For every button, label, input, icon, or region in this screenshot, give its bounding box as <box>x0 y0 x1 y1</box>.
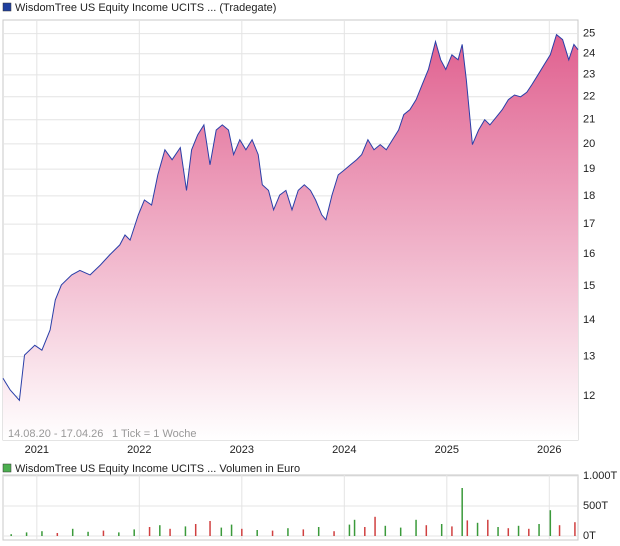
volume-bar <box>353 519 356 536</box>
volume-bar <box>364 527 366 536</box>
volume-bar <box>440 524 443 536</box>
volume-bar <box>87 531 89 536</box>
volume-bar <box>41 531 43 536</box>
y-tick-label: 500T <box>583 500 608 512</box>
volume-bar <box>25 532 28 536</box>
x-tick-label: 2022 <box>127 444 151 456</box>
volume-bar <box>220 527 223 536</box>
y-tick-label: 12 <box>583 390 595 402</box>
volume-frame <box>2 474 579 541</box>
y-tick-label: 25 <box>583 28 595 40</box>
volume-bar <box>466 520 469 536</box>
x-tick-label: 2023 <box>230 444 254 456</box>
y-tick-label: 14 <box>583 314 595 326</box>
volume-bar <box>517 525 520 536</box>
legend-swatch <box>2 2 12 12</box>
volume-bar <box>271 530 274 536</box>
y-tick-label: 22 <box>583 91 595 103</box>
volume-bar <box>169 528 171 536</box>
y-tick-label: 17 <box>583 218 595 230</box>
area-fill <box>3 34 578 440</box>
y-tick-label: 21 <box>583 114 595 126</box>
volume-bar <box>374 516 376 536</box>
volume-title: WisdomTree US Equity Income UCITS ... Vo… <box>15 463 300 475</box>
volume-bar <box>317 527 320 536</box>
volume-bar <box>574 522 576 536</box>
volume-bar <box>558 525 561 536</box>
x-tick-label: 2025 <box>435 444 459 456</box>
volume-bar <box>148 527 151 536</box>
volume-bar <box>194 524 197 536</box>
volume-bar <box>399 527 402 536</box>
volume-bar <box>118 532 120 536</box>
volume-bar <box>497 527 499 536</box>
volume-bar <box>102 530 105 536</box>
volume-bar <box>302 529 305 536</box>
y-tick-label: 16 <box>583 248 595 260</box>
volume-bar <box>528 528 530 536</box>
y-tick-label: 1.000T <box>583 470 618 482</box>
volume-bar <box>451 526 453 536</box>
volume-bar <box>256 530 258 536</box>
price-title: WisdomTree US Equity Income UCITS ... (T… <box>15 2 276 14</box>
volume-bar <box>415 519 417 536</box>
volume-bar <box>507 528 510 536</box>
volume-bar <box>10 534 12 536</box>
volume-bar <box>56 533 59 536</box>
volume-bar <box>287 528 289 536</box>
y-tick-label: 19 <box>583 163 595 175</box>
legend-swatch <box>2 463 12 473</box>
volume-bar <box>133 529 135 536</box>
volume-bar <box>159 525 161 536</box>
price-plot: 2021 2022 2023 2024 2025 20261213141516171819… <box>2 20 595 456</box>
y-tick-label: 20 <box>583 138 595 150</box>
volume-bar <box>476 522 479 536</box>
volume-bar <box>184 526 187 536</box>
volume-plot: 0T 500T 1.000T <box>3 470 618 542</box>
volume-bar <box>230 524 233 536</box>
volume-bar <box>425 525 428 536</box>
date-range: 14.08.20 - 17.04.26 <box>8 428 103 440</box>
x-tick-label: 2021 <box>25 444 49 456</box>
volume-bar <box>348 524 351 536</box>
y-tick-label: 18 <box>583 190 595 202</box>
volume-bar <box>538 524 540 536</box>
volume-bar <box>487 519 489 536</box>
y-tick-label: 23 <box>583 69 595 81</box>
volume-bar <box>71 528 74 536</box>
y-tick-label: 0T <box>583 530 596 542</box>
y-tick-label: 13 <box>583 351 595 363</box>
tick-note: 1 Tick = 1 Woche <box>112 428 196 440</box>
volume-bar <box>549 510 552 536</box>
volume-bar <box>461 488 463 536</box>
volume-bar <box>384 525 387 536</box>
x-tick-label: 2026 <box>537 444 561 456</box>
y-tick-label: 15 <box>583 280 595 292</box>
volume-bar <box>209 521 211 536</box>
x-tick-label: 2024 <box>332 444 356 456</box>
volume-bar <box>241 528 243 536</box>
volume-bar <box>333 531 335 536</box>
price-line <box>2 33 579 402</box>
y-tick-label: 24 <box>583 48 595 60</box>
